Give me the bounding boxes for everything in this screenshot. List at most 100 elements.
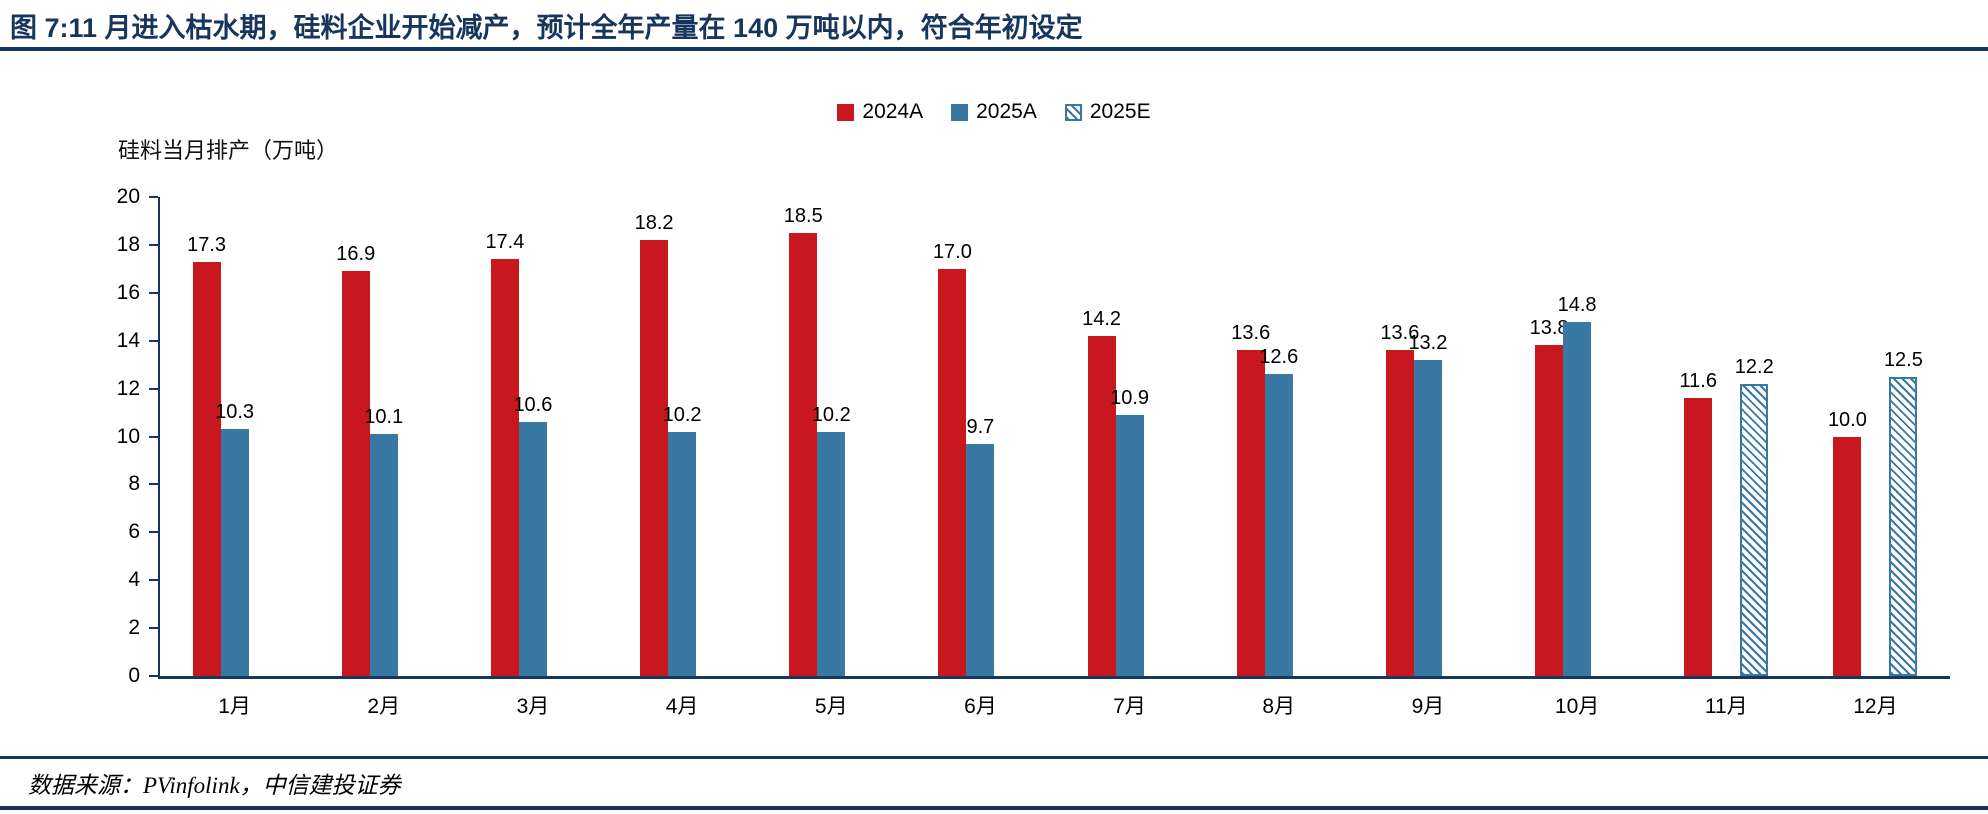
- x-tick-label: 9月: [1411, 695, 1445, 718]
- bar-2024A-11月: [1684, 398, 1713, 676]
- y-tick-label: 2: [128, 616, 140, 640]
- bar-2024A-9月: [1385, 350, 1414, 676]
- bar-value-label: 10.2: [811, 403, 851, 426]
- data-source-text: 数据来源：PVinfolink，中信建投证券: [28, 773, 401, 798]
- bar-2025A-3月: [518, 422, 547, 676]
- bar-value-label: 17.3: [187, 233, 227, 256]
- footer-divider-top: [0, 756, 1988, 759]
- y-axis-tick: [149, 579, 158, 582]
- bar-2025A-8月: [1264, 374, 1293, 676]
- bar-2024A-7月: [1087, 335, 1116, 676]
- y-axis-title: 硅料当月排产（万吨）: [118, 138, 339, 163]
- bar-2025A-9月: [1413, 359, 1442, 676]
- bar-value-label: 13.6: [1231, 322, 1271, 345]
- bar-2025A-7月: [1115, 414, 1144, 676]
- bar-2024A-10月: [1535, 345, 1564, 676]
- bar-2025A-2月: [369, 434, 398, 676]
- y-axis-tick: [149, 339, 158, 342]
- y-tick-label: 0: [128, 664, 140, 687]
- legend-item-2025e: 2025E: [1064, 100, 1151, 124]
- y-tick-label: 4: [128, 568, 140, 592]
- bar-2025A-10月: [1563, 321, 1592, 676]
- y-tick-label: 6: [128, 520, 140, 544]
- x-tick-label: 3月: [516, 695, 550, 718]
- bar-value-label: 18.5: [783, 204, 823, 227]
- bar-value-label: 9.7: [966, 415, 995, 438]
- bar-2024A-12月: [1833, 436, 1862, 676]
- bar-2024A-6月: [938, 268, 967, 676]
- bar-value-label: 10.1: [364, 406, 404, 429]
- y-tick-label: 8: [128, 472, 140, 496]
- bar-value-label: 11.6: [1679, 370, 1717, 393]
- legend-swatch-2025e-icon: [1064, 103, 1082, 121]
- x-tick-label: 5月: [814, 695, 848, 718]
- legend-label-2025a: 2025A: [976, 100, 1037, 123]
- y-tick-label: 20: [116, 185, 140, 208]
- x-axis-line: [158, 676, 1950, 679]
- bar-value-label: 10.6: [513, 394, 553, 417]
- bar-value-label: 17.0: [932, 240, 972, 263]
- legend-item-2025a: 2025A: [951, 100, 1037, 124]
- y-axis-tick: [149, 531, 158, 534]
- y-tick-label: 16: [116, 280, 140, 304]
- legend-swatch-2024a-icon: [837, 103, 855, 121]
- bar-value-label: 14.8: [1557, 293, 1597, 316]
- y-axis-tick: [149, 196, 158, 198]
- title-divider: [0, 47, 1988, 51]
- bar-value-label: 10.9: [1110, 386, 1150, 409]
- x-tick-label: 1月: [218, 695, 251, 718]
- bar-value-label: 10.2: [662, 403, 702, 426]
- bar-2025A-4月: [668, 431, 697, 676]
- bar-2025E-11月: [1740, 383, 1769, 676]
- x-tick-label: 6月: [964, 695, 997, 718]
- bar-value-label: 18.2: [634, 212, 674, 235]
- bar-2025E-12月: [1889, 376, 1918, 676]
- bar-2024A-2月: [341, 271, 370, 676]
- bar-value-label: 16.9: [336, 243, 376, 266]
- y-axis-tick: [149, 243, 158, 246]
- bar-2024A-8月: [1236, 350, 1265, 676]
- y-tick-label: 18: [116, 232, 140, 256]
- legend-item-2024a: 2024A: [837, 100, 923, 124]
- bar-value-label: 13.2: [1408, 331, 1448, 354]
- x-tick-label: 10月: [1554, 695, 1600, 718]
- bar-2025A-6月: [966, 443, 995, 676]
- y-axis-tick: [149, 387, 158, 390]
- bar-value-label: 10.3: [215, 401, 255, 424]
- x-tick-label: 2月: [367, 695, 401, 718]
- x-tick-label: 12月: [1853, 695, 1898, 718]
- y-tick-label: 14: [116, 328, 140, 352]
- y-tick-label: 12: [116, 376, 140, 400]
- figure-title: 图 7:11 月进入枯水期，硅料企业开始减产，预计全年产量在 140 万吨以内，…: [10, 13, 1083, 43]
- y-tick-label: 10: [116, 424, 140, 448]
- y-axis-tick: [149, 675, 158, 677]
- legend-swatch-2025a-icon: [951, 103, 969, 121]
- chart-legend: 2024A 2025A 2025E: [0, 100, 1988, 124]
- bar-value-label: 13.6: [1380, 322, 1420, 345]
- y-axis-tick: [149, 291, 158, 294]
- x-tick-label: 4月: [665, 695, 699, 718]
- bar-value-label: 10.0: [1827, 408, 1867, 431]
- bar-2024A-1月: [192, 261, 221, 676]
- y-axis-tick: [149, 483, 158, 486]
- bar-2025A-1月: [220, 429, 249, 676]
- y-axis-tick: [149, 435, 158, 438]
- bar-2024A-4月: [640, 240, 669, 676]
- x-tick-label: 7月: [1113, 695, 1146, 718]
- y-axis-tick: [149, 627, 158, 630]
- bar-value-label: 12.5: [1883, 348, 1923, 371]
- bar-2025A-5月: [817, 431, 846, 676]
- legend-label-2025e: 2025E: [1089, 100, 1151, 123]
- y-axis-line: [158, 197, 160, 678]
- legend-label-2024a: 2024A: [862, 100, 924, 123]
- bar-value-label: 14.2: [1082, 307, 1122, 330]
- bar-value-label: 13.8: [1529, 317, 1569, 340]
- bar-value-label: 17.4: [485, 231, 525, 254]
- x-tick-label: 8月: [1262, 695, 1296, 718]
- bar-value-label: 12.6: [1259, 346, 1299, 369]
- bar-2024A-3月: [490, 259, 519, 676]
- x-tick-label: 11月: [1704, 695, 1748, 718]
- footer-divider-bottom: [0, 806, 1988, 810]
